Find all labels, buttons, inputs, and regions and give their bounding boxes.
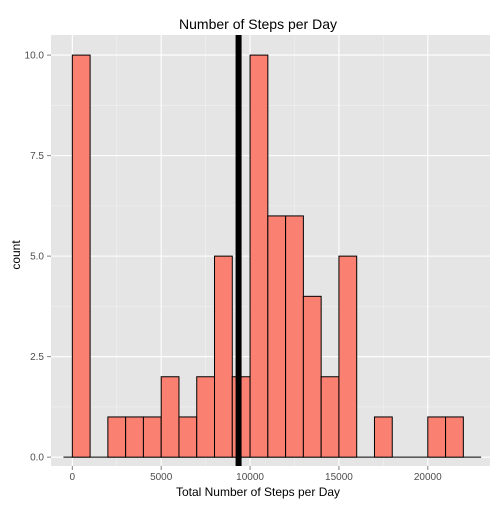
x-axis-ticks: 0 5000 10000 15000 20000 <box>70 466 443 483</box>
y-tick-label: 10.0 <box>25 51 45 62</box>
histogram-bar <box>339 256 357 457</box>
histogram-bar <box>374 417 392 457</box>
histogram-bar <box>446 417 464 457</box>
x-tick-label: 20000 <box>414 472 442 483</box>
histogram-bar <box>143 417 161 457</box>
y-axis-title: count <box>9 240 23 270</box>
chart-title: Number of Steps per Day <box>179 16 337 32</box>
histogram-bar <box>161 377 179 457</box>
histogram-bar <box>303 296 321 457</box>
y-tick-label: 5.0 <box>30 252 44 263</box>
histogram-bar <box>250 55 268 457</box>
y-axis-ticks: 0.0 2.5 5.0 7.5 10.0 <box>25 51 51 464</box>
histogram-bar <box>428 417 446 457</box>
histogram-bar <box>268 216 286 457</box>
y-tick-label: 0.0 <box>30 453 44 464</box>
histogram-bar <box>126 417 144 457</box>
histogram-bar <box>286 216 304 457</box>
histogram-bar <box>108 417 126 457</box>
x-tick-label: 0 <box>70 472 76 483</box>
y-tick-label: 2.5 <box>30 352 44 363</box>
histogram-bar <box>197 377 215 457</box>
x-axis-title: Total Number of Steps per Day <box>176 485 340 499</box>
x-tick-label: 10000 <box>236 472 264 483</box>
x-tick-label: 15000 <box>325 472 353 483</box>
y-tick-label: 7.5 <box>30 151 44 162</box>
histogram-bar <box>72 55 90 457</box>
histogram-bar <box>215 256 233 457</box>
x-tick-label: 5000 <box>150 472 173 483</box>
histogram-bar <box>321 377 339 457</box>
histogram-bar <box>179 417 197 457</box>
